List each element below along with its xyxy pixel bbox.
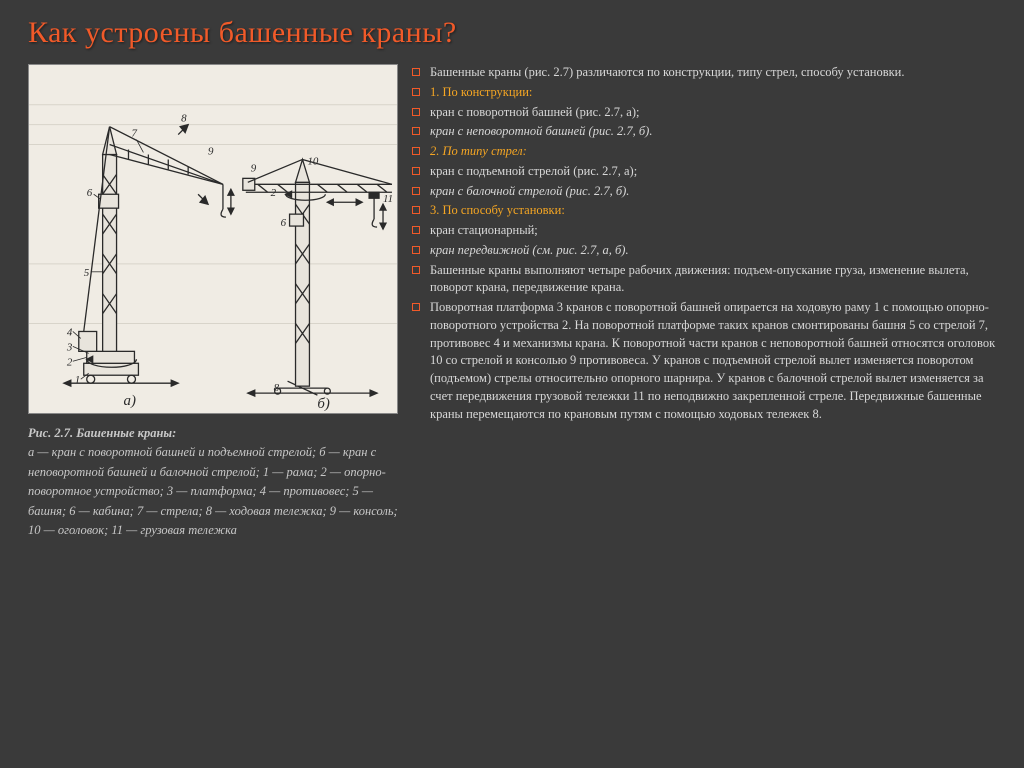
svg-text:1: 1 bbox=[75, 374, 80, 386]
svg-text:6: 6 bbox=[87, 187, 93, 199]
bullet-item: Поворотная платформа 3 кранов с поворотн… bbox=[412, 299, 996, 423]
bullet-marker-icon bbox=[412, 206, 420, 214]
bullet-item: кран стационарный; bbox=[412, 222, 996, 240]
bullet-text: кран с поворотной башней (рис. 2.7, а); bbox=[430, 104, 996, 122]
bullet-text: Поворотная платформа 3 кранов с поворотн… bbox=[430, 299, 996, 423]
right-column: Башенные краны (рис. 2.7) различаются по… bbox=[412, 64, 996, 540]
svg-text:9: 9 bbox=[208, 145, 214, 157]
bullet-item: кран с подъемной стрелой (рис. 2.7, а); bbox=[412, 163, 996, 181]
bullet-text: кран с неповоротной башней (рис. 2.7, б)… bbox=[430, 123, 996, 141]
bullet-item: 3. По способу установки: bbox=[412, 202, 996, 220]
bullet-marker-icon bbox=[412, 303, 420, 311]
bullet-marker-icon bbox=[412, 147, 420, 155]
crane-figure: а) б) 1 2 3 4 5 6 7 8 9 bbox=[28, 64, 398, 414]
bullet-item: кран с неповоротной башней (рис. 2.7, б)… bbox=[412, 123, 996, 141]
content-row: а) б) 1 2 3 4 5 6 7 8 9 bbox=[28, 64, 996, 540]
bullet-item: кран с поворотной башней (рис. 2.7, а); bbox=[412, 104, 996, 122]
bullet-marker-icon bbox=[412, 108, 420, 116]
bullet-item: Башенные краны (рис. 2.7) различаются по… bbox=[412, 64, 996, 82]
bullet-text: 2. По типу стрел: bbox=[430, 143, 996, 161]
svg-text:а): а) bbox=[124, 393, 136, 409]
bullet-text: Башенные краны (рис. 2.7) различаются по… bbox=[430, 64, 996, 82]
crane-diagram-svg: а) б) 1 2 3 4 5 6 7 8 9 bbox=[29, 65, 397, 413]
bullet-text: кран стационарный; bbox=[430, 222, 996, 240]
bullet-item: кран с балочной стрелой (рис. 2.7, б). bbox=[412, 183, 996, 201]
bullet-text: кран с подъемной стрелой (рис. 2.7, а); bbox=[430, 163, 996, 181]
svg-text:2: 2 bbox=[67, 356, 73, 368]
bullet-marker-icon bbox=[412, 187, 420, 195]
bullet-text: кран передвижной (см. рис. 2.7, а, б). bbox=[430, 242, 996, 260]
bullet-text: 3. По способу установки: bbox=[430, 202, 996, 220]
caption-title: Рис. 2.7. Башенные краны: bbox=[28, 426, 176, 440]
svg-text:б): б) bbox=[317, 396, 329, 412]
bullet-marker-icon bbox=[412, 167, 420, 175]
svg-text:6: 6 bbox=[281, 217, 287, 229]
bullet-marker-icon bbox=[412, 246, 420, 254]
svg-text:9: 9 bbox=[251, 162, 257, 174]
bullet-item: 2. По типу стрел: bbox=[412, 143, 996, 161]
svg-text:3: 3 bbox=[66, 341, 73, 353]
left-column: а) б) 1 2 3 4 5 6 7 8 9 bbox=[28, 64, 398, 540]
bullet-text: кран с балочной стрелой (рис. 2.7, б). bbox=[430, 183, 996, 201]
svg-text:11: 11 bbox=[383, 193, 393, 205]
bullet-marker-icon bbox=[412, 226, 420, 234]
bullet-marker-icon bbox=[412, 266, 420, 274]
bullet-marker-icon bbox=[412, 88, 420, 96]
bullet-item: 1. По конструкции: bbox=[412, 84, 996, 102]
bullet-text: 1. По конструкции: bbox=[430, 84, 996, 102]
svg-text:8: 8 bbox=[274, 382, 280, 394]
bullet-marker-icon bbox=[412, 127, 420, 135]
figure-caption: Рис. 2.7. Башенные краны: а — кран с пов… bbox=[28, 424, 398, 540]
svg-text:10: 10 bbox=[307, 155, 318, 167]
caption-body: а — кран с поворотной башней и подъемной… bbox=[28, 445, 398, 537]
svg-text:5: 5 bbox=[84, 267, 90, 279]
bullet-item: кран передвижной (см. рис. 2.7, а, б). bbox=[412, 242, 996, 260]
slide-title: Как устроены башенные краны? bbox=[28, 16, 996, 50]
svg-text:2: 2 bbox=[271, 187, 277, 199]
svg-text:4: 4 bbox=[67, 326, 73, 338]
bullet-item: Башенные краны выполняют четыре рабочих … bbox=[412, 262, 996, 298]
slide: Как устроены башенные краны? bbox=[0, 0, 1024, 768]
bullet-marker-icon bbox=[412, 68, 420, 76]
svg-text:8: 8 bbox=[181, 113, 187, 125]
svg-text:7: 7 bbox=[131, 128, 137, 140]
bullet-text: Башенные краны выполняют четыре рабочих … bbox=[430, 262, 996, 298]
